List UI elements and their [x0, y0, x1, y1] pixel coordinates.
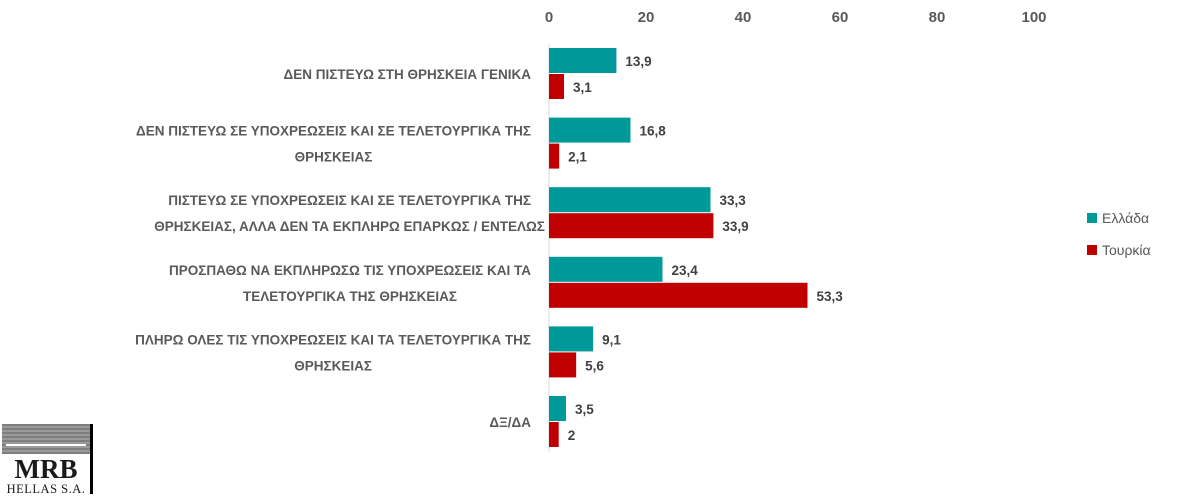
bar-greece: [549, 187, 711, 213]
category-label: ΘΡΗΣΚΕΙΑΣ, ΑΛΛΑ ΔΕΝ ΤΑ ΕΚΠΛΗΡΩ ΕΠΑΡΚΩΣ /…: [154, 219, 545, 234]
x-tick-label: 0: [545, 9, 553, 26]
bar-turkey: [549, 213, 714, 239]
x-tick-label: 20: [638, 9, 655, 26]
bar-greece: [549, 117, 631, 143]
data-label: 53,3: [817, 289, 844, 304]
bar-turkey: [549, 282, 808, 308]
data-label: 16,8: [639, 124, 666, 139]
data-label: 33,3: [720, 193, 747, 208]
data-label: 9,1: [602, 332, 621, 347]
logo-stripes: [2, 424, 90, 454]
x-tick-label: 40: [735, 9, 752, 26]
data-label: 5,6: [585, 358, 604, 373]
category-label: ΤΕΛΕΤΟΥΡΓΙΚΑ ΤΗΣ ΘΡΗΣΚΕΙΑΣ: [243, 289, 457, 304]
category-label: ΔΕΝ ΠΙΣΤΕΥΩ ΣΤΗ ΘΡΗΣΚΕΙΑ ΓΕΝΙΚΑ: [284, 67, 532, 82]
legend: Ελλάδα Τουρκία: [1087, 210, 1151, 258]
bar-turkey: [549, 422, 559, 447]
legend-label: Τουρκία: [1102, 242, 1151, 258]
category-label: ΔΕΝ ΠΙΣΤΕΥΩ ΣΕ ΥΠΟΧΡΕΩΣΕΙΣ ΚΑΙ ΣΕ ΤΕΛΕΤΟ…: [136, 124, 531, 139]
data-labels: 13,9 3,1 16,8 2,1 33,3 33,9 23,4 53,3 9,1 5,6 3,5 2: [568, 54, 844, 443]
bar-turkey: [549, 143, 560, 169]
x-tick-label: 80: [929, 9, 946, 26]
mrb-logo: MRB HELLAS S.A.: [2, 424, 94, 498]
data-label: 3,1: [573, 80, 592, 95]
data-label: 2,1: [568, 150, 587, 165]
category-labels: ΔΕΝ ΠΙΣΤΕΥΩ ΣΤΗ ΘΡΗΣΚΕΙΑ ΓΕΝΙΚΑ ΔΕΝ ΠΙΣΤΕ…: [135, 67, 545, 430]
bar-turkey: [549, 74, 565, 99]
x-axis: 0 20 40 60 80 100: [545, 9, 1047, 452]
x-tick-label: 60: [832, 9, 849, 26]
data-label: 33,9: [722, 219, 748, 234]
bar-greece: [549, 48, 617, 73]
category-label: ΠΙΣΤΕΥΩ ΣΕ ΥΠΟΧΡΕΩΣΕΙΣ ΚΑΙ ΣΕ ΤΕΛΕΤΟΥΡΓΙ…: [168, 193, 531, 208]
bar-turkey: [549, 352, 577, 378]
data-label: 23,4: [671, 263, 698, 278]
category-label: ΘΡΗΣΚΕΙΑΣ: [294, 358, 372, 373]
category-label: ΘΡΗΣΚΕΙΑΣ: [295, 150, 373, 165]
data-label: 13,9: [625, 54, 651, 69]
x-tick-label: 100: [1021, 9, 1046, 26]
legend-label: Ελλάδα: [1102, 210, 1149, 226]
data-label: 3,5: [575, 402, 594, 417]
logo-sub-text: HELLAS S.A.: [6, 482, 86, 496]
logo-frame: MRB HELLAS S.A.: [2, 424, 93, 496]
category-label: ΠΛΗΡΩ ΟΛΕΣ ΤΙΣ ΥΠΟΧΡΕΩΣΕΙΣ ΚΑΙ ΤΑ ΤΕΛΕΤΟ…: [135, 332, 531, 347]
category-label: ΔΞ/ΔΑ: [489, 415, 531, 430]
legend-swatch: [1087, 213, 1097, 223]
bar-greece: [549, 326, 594, 352]
bar-greece: [549, 396, 566, 421]
data-label: 2: [568, 428, 576, 443]
category-label: ΠΡΟΣΠΑΘΩ ΝΑ ΕΚΠΛΗΡΩΣΩ ΤΙΣ ΥΠΟΧΡΕΩΣΕΙΣ ΚΑ…: [169, 263, 531, 278]
bars: [549, 48, 808, 447]
logo-main-text: MRB: [14, 454, 78, 484]
bar-greece: [549, 256, 663, 282]
legend-swatch: [1087, 245, 1097, 255]
